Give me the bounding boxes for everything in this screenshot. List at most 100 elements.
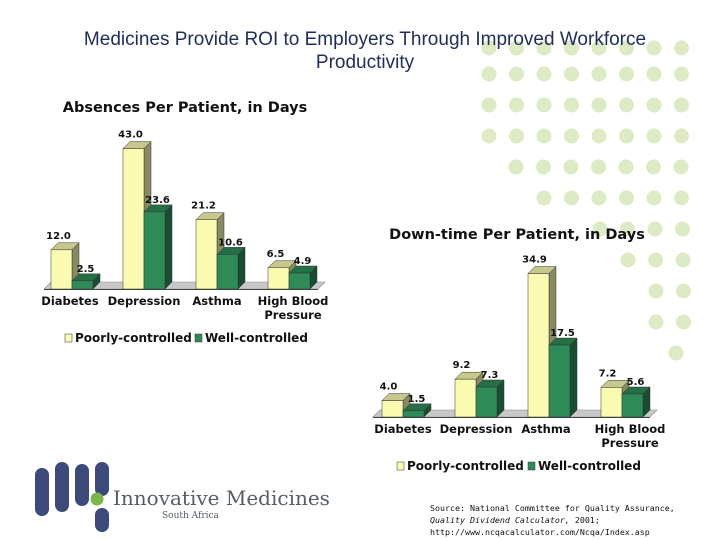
source-line-1: Source: National Committee for Quality A… xyxy=(430,503,675,513)
logo-subtitle: South Africa xyxy=(162,511,219,521)
data-label: 7.3 xyxy=(481,370,499,381)
dot-4-3 xyxy=(591,159,606,175)
company-logo-icon xyxy=(35,462,109,532)
dot-9-0 xyxy=(648,314,664,330)
dot-1-2 xyxy=(536,66,552,82)
dot-1-4 xyxy=(591,66,607,82)
dot-2-5 xyxy=(619,97,634,113)
bar-front xyxy=(71,280,94,290)
data-label: 43.0 xyxy=(118,130,143,141)
dot-0-0 xyxy=(481,40,497,56)
dot-4-4 xyxy=(618,159,634,175)
source-citation: Source: National Committee for Quality A… xyxy=(430,502,716,538)
dot-6-0 xyxy=(592,221,608,237)
data-label: 6.5 xyxy=(267,249,285,260)
dot-10-0 xyxy=(668,345,684,361)
bar-asthma-well xyxy=(216,246,246,290)
chart-legend: Poorly-controlled Well-controlled xyxy=(396,459,641,473)
bar-front xyxy=(527,273,550,418)
dot-4-2 xyxy=(563,159,579,175)
category-label-line: Pressure xyxy=(264,308,321,322)
dot-2-6 xyxy=(646,97,662,113)
category-label: Depression xyxy=(108,294,181,308)
dot-9-1 xyxy=(676,314,691,330)
dot-2-0 xyxy=(481,97,497,113)
dot-7-2 xyxy=(675,252,691,268)
dot-0-2 xyxy=(536,40,552,56)
bar-front xyxy=(288,272,311,290)
dot-7-0 xyxy=(620,252,636,268)
bar-front xyxy=(600,387,623,418)
dot-7-1 xyxy=(648,252,663,268)
bar-front xyxy=(381,400,404,418)
dot-6-3 xyxy=(675,221,690,237)
bar-front xyxy=(143,211,166,290)
dot-0-7 xyxy=(674,40,689,56)
dot-0-1 xyxy=(509,40,524,56)
dot-3-0 xyxy=(481,128,497,144)
dot-4-5 xyxy=(646,159,661,175)
dot-8-1 xyxy=(676,283,691,299)
legend-label: Poorly-controlled xyxy=(407,459,524,473)
bar-diabetes-well xyxy=(71,273,101,290)
source-year: 2001; xyxy=(569,515,600,525)
dot-3-3 xyxy=(564,128,579,144)
data-label: 4.9 xyxy=(294,256,312,267)
dot-3-2 xyxy=(536,128,552,144)
data-label: 5.6 xyxy=(627,377,645,388)
category-label: High Blood Pressure xyxy=(595,422,666,450)
dot-1-0 xyxy=(481,66,497,82)
dot-5-2 xyxy=(591,190,607,206)
legend-label: Poorly-controlled xyxy=(75,331,192,345)
data-label: 12.0 xyxy=(46,231,71,242)
dot-2-4 xyxy=(591,97,607,113)
dot-0-6 xyxy=(646,40,662,56)
dot-6-2 xyxy=(647,221,663,237)
chart-title: Absences Per Patient, in Days xyxy=(63,100,308,116)
data-label: 9.2 xyxy=(453,360,471,371)
dot-0-4 xyxy=(591,40,607,56)
dot-2-3 xyxy=(564,97,579,113)
bar-depression-well xyxy=(143,204,173,290)
logo-name: Innovative Medicines xyxy=(113,486,330,510)
legend-swatch xyxy=(527,461,536,471)
bar-asthma-well xyxy=(548,337,578,418)
dot-1-6 xyxy=(646,66,662,82)
dot-3-1 xyxy=(509,128,524,144)
source-line-2: Quality Dividend Calculator, 2001; xyxy=(430,514,716,526)
data-label: 4.0 xyxy=(380,382,398,393)
source-url: http://www.ncqacalculator.com/Ncqa/Index… xyxy=(430,527,650,537)
bar-diabetes-poorly xyxy=(50,242,80,290)
category-label-line: Diabetes xyxy=(374,422,432,436)
dot-5-1 xyxy=(564,190,579,206)
data-label: 10.6 xyxy=(218,237,243,248)
data-label: 7.2 xyxy=(599,368,617,379)
category-label-line: Asthma xyxy=(521,422,570,436)
category-label: Asthma xyxy=(521,422,570,436)
bar-front xyxy=(475,386,498,418)
bar-front xyxy=(216,254,239,290)
dot-6-1 xyxy=(620,221,635,237)
dot-0-5 xyxy=(619,40,634,56)
dot-4-6 xyxy=(673,159,689,175)
dot-0-3 xyxy=(564,40,579,56)
bar-diabetes-well xyxy=(402,403,432,418)
chart-legend: Poorly-controlled Well-controlled xyxy=(64,331,308,345)
dot-3-6 xyxy=(646,128,662,144)
category-label-line: High Blood xyxy=(258,294,329,308)
category-label-line: Depression xyxy=(108,294,181,308)
category-label-line: Diabetes xyxy=(41,294,99,308)
data-label: 21.2 xyxy=(191,201,216,212)
dot-2-2 xyxy=(536,97,552,113)
bar-front xyxy=(621,393,644,418)
dot-3-7 xyxy=(674,128,689,144)
dot-1-5 xyxy=(619,66,634,82)
dot-1-7 xyxy=(674,66,689,82)
category-label-line: Pressure xyxy=(601,436,658,450)
dot-5-4 xyxy=(646,190,662,206)
source-publication: Quality Dividend Calculator, xyxy=(430,515,570,525)
bar-side xyxy=(569,337,578,418)
chart-title: Down-time Per Patient, in Days xyxy=(389,227,645,243)
dot-2-7 xyxy=(674,97,689,113)
